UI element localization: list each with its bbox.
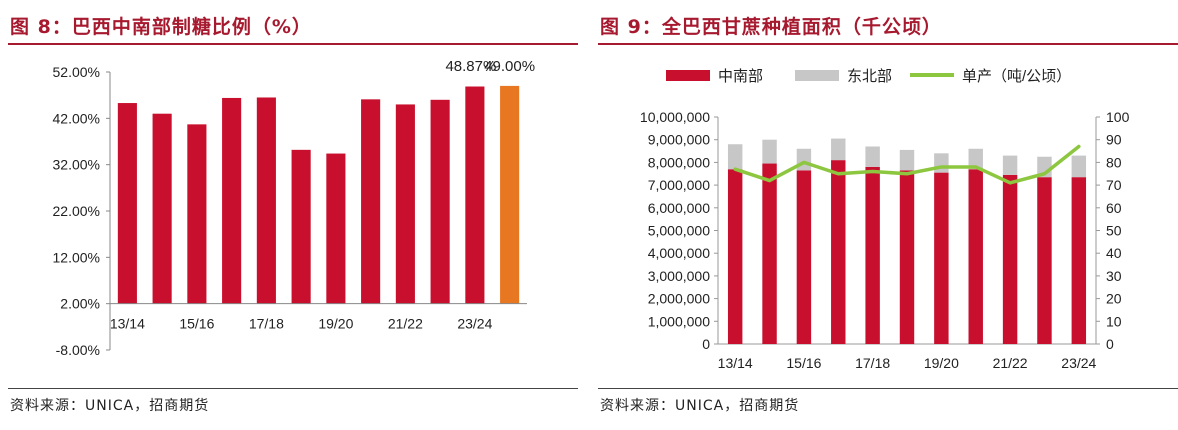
x-tick-label: 21/22 <box>993 355 1028 371</box>
x-tick-label: 13/14 <box>718 355 753 371</box>
bar-south <box>727 169 743 344</box>
left-y-tick-label: 3,000,000 <box>648 268 710 284</box>
left-y-tick-label: 7,000,000 <box>648 177 710 193</box>
right-y-tick-label: 60 <box>1106 200 1122 216</box>
bar-south <box>1037 177 1052 344</box>
legend-label: 东北部 <box>847 68 892 85</box>
y-tick-label: 22.00% <box>53 203 100 219</box>
bar-north <box>1071 155 1087 178</box>
x-tick-label: 17/18 <box>855 355 890 371</box>
legend-swatch <box>666 70 710 81</box>
right-y-tick-label: 50 <box>1106 223 1122 239</box>
y-tick-label: 42.00% <box>53 110 100 126</box>
bar-north <box>831 138 846 161</box>
right-y-tick-label: 90 <box>1106 132 1122 148</box>
bar <box>291 149 311 304</box>
bar-north <box>796 148 812 171</box>
bar-south <box>762 163 777 344</box>
y-tick-label: 2.00% <box>60 296 100 312</box>
right-y-tick-label: 0 <box>1106 336 1114 352</box>
chart-panel-cane-area: 图 9：全巴西甘蔗种植面积（千公顷） 0 1,000,000 2,000,000 3,… <box>590 0 1178 430</box>
right-y-tick-label: 80 <box>1106 154 1122 170</box>
data-label: 49.00% <box>484 58 535 75</box>
left-y-tick-label: 6,000,000 <box>648 200 710 216</box>
left-y-tick-label: 2,000,000 <box>648 291 710 307</box>
y-tick-label: 32.00% <box>53 157 100 173</box>
bar-north <box>968 148 983 170</box>
bar-north <box>899 149 915 171</box>
left-y-tick-label: 5,000,000 <box>648 223 710 239</box>
left-y-tick-label: 1,000,000 <box>648 313 710 329</box>
y-tick-label: -8.00% <box>56 342 100 358</box>
x-tick-label: 17/18 <box>249 316 284 332</box>
bar <box>430 99 450 304</box>
source-divider <box>8 388 578 389</box>
bar-north <box>1002 155 1018 175</box>
bar <box>117 103 137 304</box>
right-y-tick-label: 70 <box>1106 177 1122 193</box>
sugar-ratio-chart: 52.00% 42.00% 32.00% 22.00% 12.00% 2.00% -8.00… <box>53 58 536 358</box>
legend-swatch <box>795 70 839 81</box>
bar <box>256 97 276 304</box>
chart-panel-sugar-ratio: 图 8：巴西中南部制糖比例（%） 52.00% 42.00% 32.00% 22.00… <box>0 0 578 430</box>
bar-north <box>865 146 880 167</box>
bar <box>395 104 415 304</box>
data-label: 48.87% <box>445 58 496 75</box>
title-divider <box>8 43 578 45</box>
x-tick-label: 19/20 <box>924 355 959 371</box>
x-tick-label: 13/14 <box>110 316 145 332</box>
source-divider <box>598 388 1178 389</box>
left-y-tick-label: 4,000,000 <box>648 245 710 261</box>
legend-label: 中南部 <box>718 68 763 85</box>
yield-line <box>733 144 1081 185</box>
figure-9-title: 图 9：全巴西甘蔗种植面积（千公顷） <box>600 16 942 38</box>
y-tick-label: 12.00% <box>53 249 100 265</box>
bar <box>361 99 381 304</box>
x-tick-label: 21/22 <box>388 316 423 332</box>
bar <box>152 113 172 304</box>
figure-8-source: 资料来源：UNICA，招商期货 <box>10 398 210 414</box>
bar-south <box>934 172 949 344</box>
y-tick-label: 52.00% <box>53 64 100 80</box>
bar-north <box>727 144 743 170</box>
x-tick-label: 15/16 <box>786 355 821 371</box>
left-y-tick-label: 0 <box>702 336 710 352</box>
right-y-tick-label: 30 <box>1106 268 1122 284</box>
bar <box>326 153 346 304</box>
right-y-tick-label: 100 <box>1106 109 1130 125</box>
bar <box>500 85 520 304</box>
bar-south <box>1071 177 1087 344</box>
left-y-tick-label: 8,000,000 <box>648 154 710 170</box>
right-y-tick-label: 10 <box>1106 313 1122 329</box>
legend-label: 单产（吨/公顷） <box>962 68 1071 85</box>
right-y-tick-label: 20 <box>1106 291 1122 307</box>
bar-south <box>865 166 880 344</box>
figure-8-title: 图 8：巴西中南部制糖比例（%） <box>10 16 312 38</box>
bar-south <box>831 160 846 344</box>
x-tick-label: 23/24 <box>457 316 492 332</box>
right-y-tick-label: 40 <box>1106 245 1122 261</box>
figure-9-source: 资料来源：UNICA，招商期货 <box>600 398 800 414</box>
title-divider <box>598 43 1178 45</box>
x-tick-label: 23/24 <box>1061 355 1096 371</box>
bar-south <box>899 170 915 344</box>
bar-south <box>968 169 983 344</box>
x-tick-label: 19/20 <box>318 316 353 332</box>
left-y-tick-label: 9,000,000 <box>648 132 710 148</box>
bar <box>187 124 207 304</box>
cane-area-chart: 0 1,000,000 2,000,000 3,000,000 4,000,000 5,0… <box>640 68 1130 371</box>
bar-north <box>762 139 777 164</box>
bar <box>465 86 485 304</box>
bar-south <box>796 170 812 344</box>
bar <box>222 97 242 304</box>
x-tick-label: 15/16 <box>179 316 214 332</box>
left-y-tick-label: 10,000,000 <box>640 109 710 125</box>
bar-south <box>1002 174 1018 344</box>
